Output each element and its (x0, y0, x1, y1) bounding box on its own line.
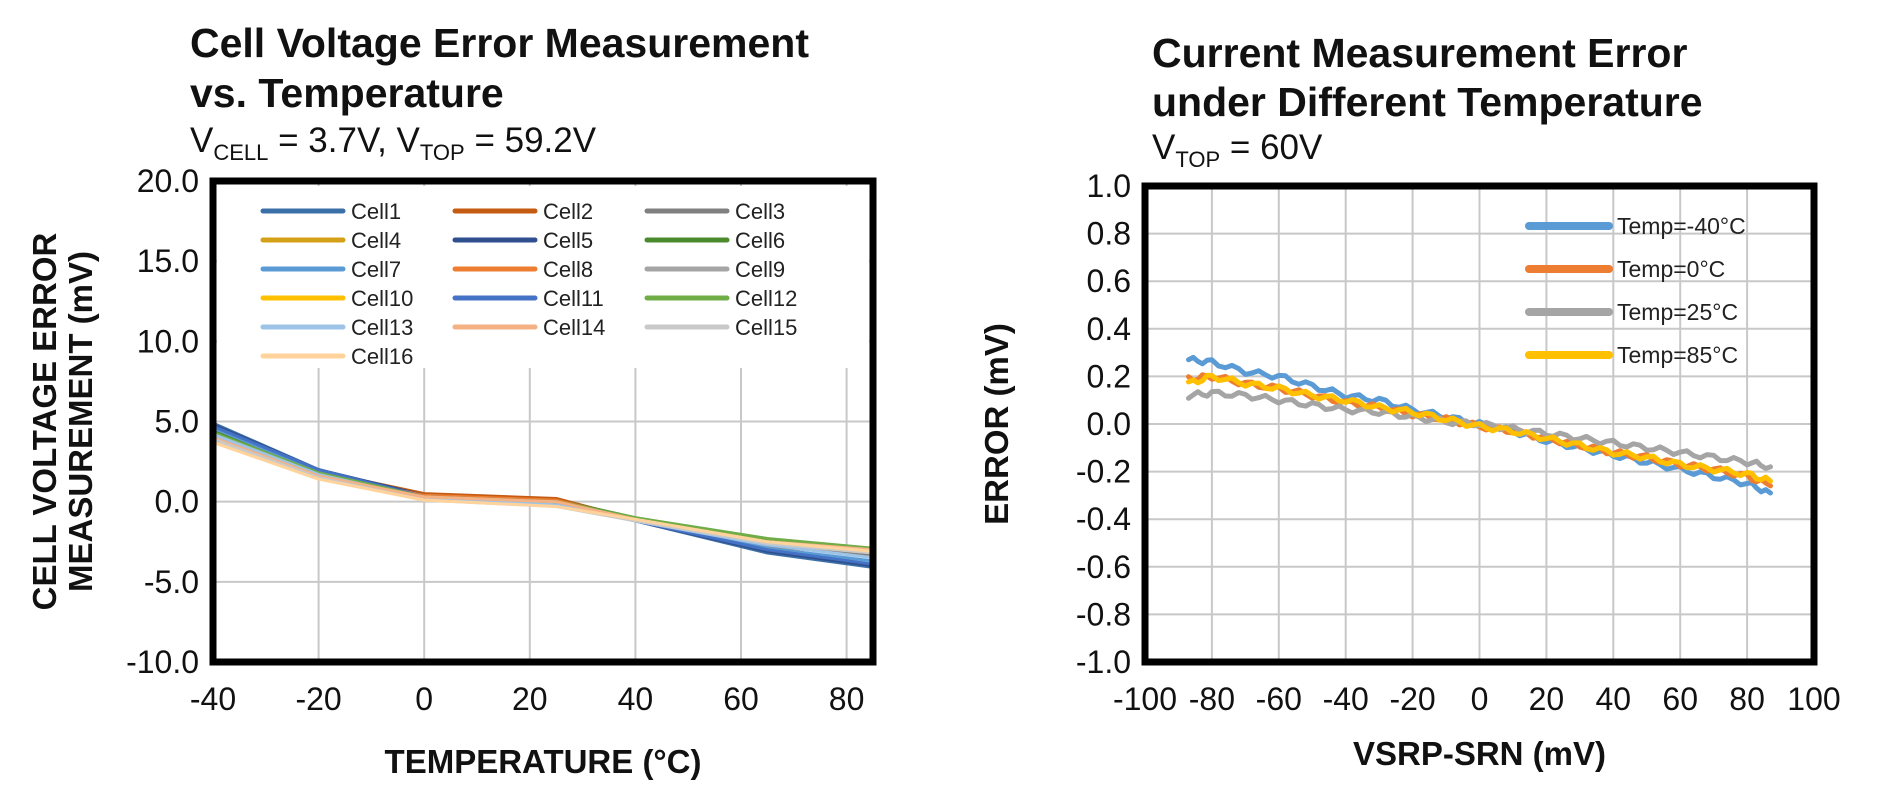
x-tick-label: 80 (829, 681, 865, 717)
legend-label: Temp=-40°C (1617, 213, 1746, 239)
y-tick-label: 0.6 (1087, 263, 1131, 299)
y-tick-label: 0.4 (1087, 311, 1131, 347)
subtitle-v1: V (190, 121, 214, 160)
legend-label: Cell14 (543, 315, 605, 340)
subtitle-v2-rest: = 59.2V (464, 121, 597, 160)
x-tick-label: 40 (1596, 681, 1632, 717)
legend-label: Cell9 (735, 257, 785, 282)
x-tick-label: 80 (1729, 681, 1765, 717)
legend-label: Cell6 (735, 228, 785, 253)
x-tick-label: -20 (1389, 681, 1435, 717)
subtitle-v1-rest: = 60V (1220, 128, 1323, 167)
x-tick-label: 20 (512, 681, 548, 717)
subtitle-v1-sub: TOP (1175, 147, 1221, 172)
legend-label: Cell11 (543, 286, 604, 311)
y-axis-title: ERROR (mV) (978, 323, 1015, 525)
chart-panel-current-error: Current Measurement Error under Differen… (940, 0, 1877, 803)
subtitle-v1: V (1152, 128, 1176, 167)
series-line-cell6 (211, 429, 875, 552)
x-tick-label: 0 (1471, 681, 1489, 717)
x-tick-label: 40 (618, 681, 654, 717)
chart-panel-cell-voltage: Cell Voltage Error Measurement vs. Tempe… (26, 20, 877, 780)
legend-label: Cell2 (543, 199, 593, 224)
chart-title-line1: Current Measurement Error (1152, 30, 1688, 76)
subtitle-v1-sub: CELL (213, 140, 269, 165)
series-line-cell12 (211, 431, 875, 550)
y-tick-label: -5.0 (144, 564, 199, 600)
series-line-cell14 (211, 436, 875, 552)
y-tick-label: 5.0 (155, 404, 199, 440)
legend-label: Cell12 (735, 286, 797, 311)
x-tick-label: -40 (1323, 681, 1369, 717)
chart-title-line1: Cell Voltage Error Measurement (190, 20, 809, 66)
series-line-cell9 (211, 434, 875, 555)
x-tick-label: -40 (190, 681, 236, 717)
y-tick-label: 0.2 (1087, 358, 1131, 394)
y-tick-label: 0.0 (155, 484, 199, 520)
y-tick-label: -0.8 (1076, 596, 1131, 632)
series-line-temp-85-c (1186, 372, 1773, 484)
current-error-chart-svg: Temp=-40°C Temp=0°C Temp=25°C Temp=85°C -100… (978, 168, 1841, 772)
y-tick-label: 0.0 (1087, 406, 1131, 442)
subtitle-v2-sub: TOP (419, 140, 465, 165)
legend-label: Cell1 (351, 199, 401, 224)
x-tick-label: -60 (1256, 681, 1302, 717)
y-tick-label: 0.8 (1087, 216, 1131, 252)
legend-label: Cell7 (351, 257, 401, 282)
subtitle-v1-rest: = 3.7V, (268, 121, 397, 160)
y-tick-label: -0.4 (1076, 501, 1131, 537)
subtitle-v2: V (396, 121, 420, 160)
x-axis-title: VSRP-SRN (mV) (1353, 735, 1606, 772)
legend-label: Cell16 (351, 344, 413, 369)
series-line-cell15 (211, 437, 875, 555)
series-line-cell13 (211, 432, 875, 560)
chart-title-line2: under Different Temperature (1152, 79, 1703, 125)
plot-area-border (209, 177, 877, 666)
series-line-cell10 (211, 439, 875, 553)
legend-label: Temp=0°C (1617, 256, 1725, 282)
legend-label: Cell4 (351, 228, 401, 253)
y-tick-label: 15.0 (137, 243, 199, 279)
y-tick-label: -10.0 (126, 644, 199, 680)
y-tick-label: 20.0 (137, 163, 199, 199)
legend-label: Cell5 (543, 228, 593, 253)
legend-label: Cell8 (543, 257, 593, 282)
y-tick-label: 1.0 (1087, 168, 1131, 204)
x-tick-label: 20 (1529, 681, 1565, 717)
chart-title-line2: vs. Temperature (190, 70, 504, 116)
series-line-cell4 (211, 436, 875, 555)
series-line-cell3 (211, 431, 875, 557)
legend-label: Temp=85°C (1617, 342, 1738, 368)
x-tick-label: -100 (1113, 681, 1177, 717)
x-axis-title: TEMPERATURE (°C) (385, 743, 702, 780)
legend-label: Cell3 (735, 199, 785, 224)
series-line-cell2 (211, 426, 875, 557)
plot-area-border (1141, 182, 1818, 666)
legend-label: Cell10 (351, 286, 413, 311)
y-axis-title-line2: MEASUREMENT (mV) (62, 251, 99, 592)
chart-subtitle: VCELL = 3.7V, VTOP = 59.2V (190, 121, 596, 173)
y-tick-label: -0.2 (1076, 454, 1131, 490)
chart-subtitle: VTOP = 60V (1152, 128, 1322, 180)
cell-voltage-chart-svg: Cell1 Cell2 Cell3 Cell4 Cell5 Cell6 Cell7 Cell8… (26, 163, 877, 780)
x-tick-label: -20 (295, 681, 341, 717)
series-line-cell16 (211, 440, 875, 553)
x-tick-label: 0 (415, 681, 433, 717)
x-tick-label: 100 (1787, 681, 1840, 717)
series-line-cell8 (211, 432, 875, 552)
legend-background (217, 186, 869, 368)
x-tick-label: -80 (1189, 681, 1235, 717)
y-tick-label: 10.0 (137, 323, 199, 359)
legend-label: Cell15 (735, 315, 797, 340)
legend-label: Temp=25°C (1617, 299, 1738, 325)
y-axis-title-line1: CELL VOLTAGE ERROR (26, 232, 63, 610)
y-tick-label: -1.0 (1076, 644, 1131, 680)
legend-label: Cell13 (351, 315, 413, 340)
y-tick-label: -0.6 (1076, 549, 1131, 585)
x-tick-label: 60 (723, 681, 759, 717)
x-tick-label: 60 (1662, 681, 1698, 717)
